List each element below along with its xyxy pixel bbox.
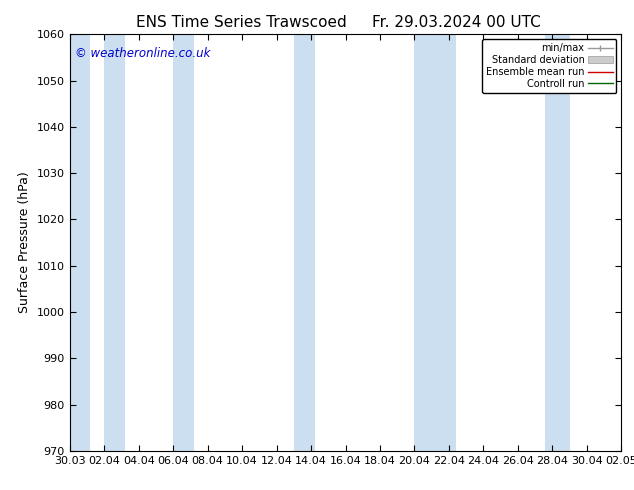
Legend: min/max, Standard deviation, Ensemble mean run, Controll run: min/max, Standard deviation, Ensemble me… xyxy=(482,39,616,93)
Bar xyxy=(415,34,456,451)
Bar xyxy=(294,34,314,451)
Text: © weatheronline.co.uk: © weatheronline.co.uk xyxy=(75,47,210,60)
Bar xyxy=(173,34,194,451)
Text: ENS Time Series Trawscoed: ENS Time Series Trawscoed xyxy=(136,15,346,30)
Bar xyxy=(545,34,569,451)
Bar xyxy=(70,34,91,451)
Text: Fr. 29.03.2024 00 UTC: Fr. 29.03.2024 00 UTC xyxy=(372,15,541,30)
Bar xyxy=(104,34,125,451)
Y-axis label: Surface Pressure (hPa): Surface Pressure (hPa) xyxy=(18,172,31,314)
